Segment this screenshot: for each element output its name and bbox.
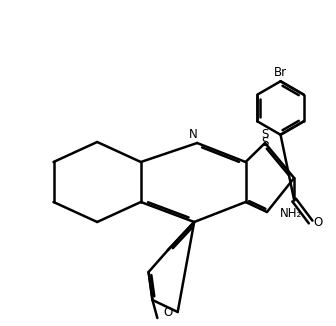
Text: O: O [313, 215, 323, 229]
Text: N: N [189, 128, 198, 141]
Text: O: O [163, 305, 173, 319]
Text: S: S [261, 137, 269, 150]
Text: Br: Br [274, 66, 287, 79]
Text: NH₂: NH₂ [280, 207, 302, 220]
Text: S: S [261, 128, 269, 141]
